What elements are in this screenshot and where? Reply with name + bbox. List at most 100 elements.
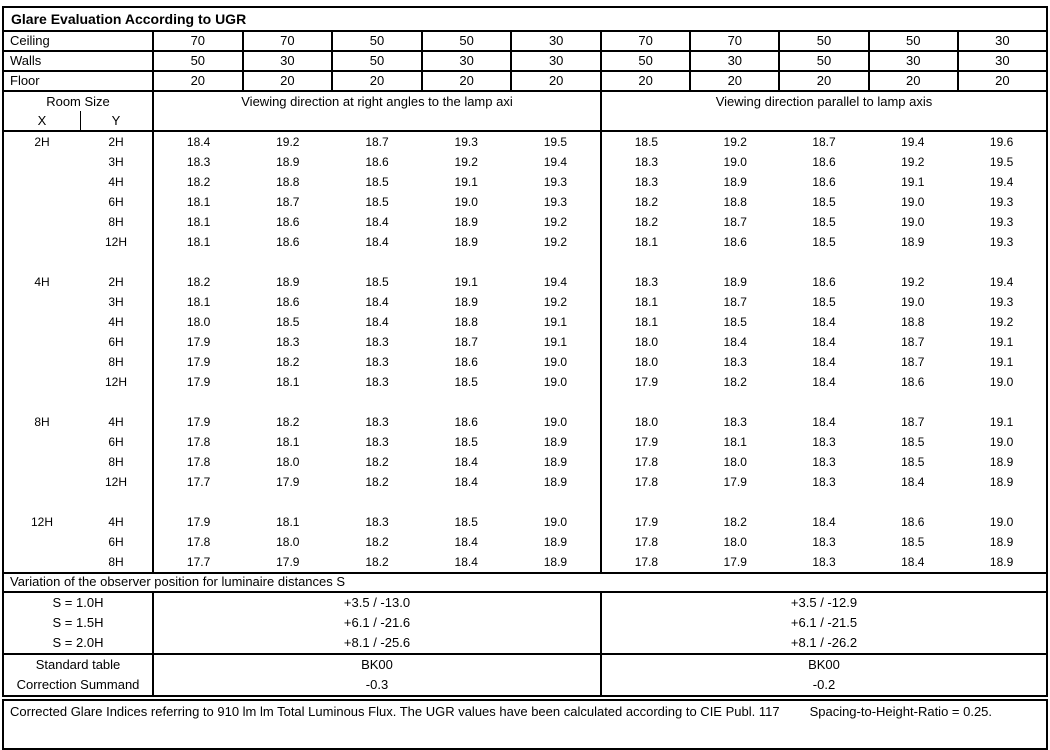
ugr-value-cell: 17.9	[634, 375, 659, 389]
ugr-data-row: 4H 18.2 18.8 18.5 19.1 19.3 18.3 18.9 18.6 19.1 19…	[4, 172, 1046, 192]
ugr-value-cell: 18.4	[723, 335, 747, 349]
surface-value-cell: 30	[420, 52, 511, 70]
ugr-value-cell: 18.7	[454, 335, 478, 349]
ugr-value-cell: 18.4	[812, 335, 836, 349]
ugr-value-cell: 17.8	[634, 455, 659, 469]
x-axis-label: X	[37, 113, 47, 128]
ugr-value-cell: 18.9	[543, 455, 568, 469]
ugr-value-cell: 19.6	[989, 135, 1014, 149]
summary-label: Correction Summand	[4, 675, 154, 695]
ugr-value-cell: 18.6	[454, 415, 478, 429]
room-y-value: 8H	[108, 555, 124, 569]
ugr-value-cell: 17.9	[723, 555, 747, 569]
ugr-value-cell: 18.4	[365, 295, 389, 309]
ugr-value-cell: 18.0	[634, 415, 659, 429]
room-x-value	[4, 152, 80, 172]
ugr-values-left	[154, 252, 602, 272]
ugr-value-cell: 18.9	[989, 455, 1014, 469]
surface-label: Floor	[4, 72, 154, 90]
ugr-value-cell: 18.7	[723, 295, 747, 309]
room-size-cell: 4H 2H	[4, 272, 154, 292]
ugr-value-cell: 18.6	[454, 355, 478, 369]
surface-value-cell: 20	[420, 72, 511, 90]
ugr-values-right: 17.9 18.2 18.4 18.6 19.0	[602, 512, 1046, 532]
ugr-value-cell: 19.4	[543, 275, 568, 289]
surface-value-cell: 30	[510, 32, 600, 50]
room-y-value: 6H	[108, 335, 124, 349]
ugr-value-cell: 18.3	[365, 415, 389, 429]
ugr-value-cell: 18.8	[901, 315, 925, 329]
ugr-value-cell: 18.4	[365, 215, 389, 229]
ugr-value-cell: 18.3	[812, 475, 836, 489]
ugr-values-right: 17.9 18.2 18.4 18.6 19.0	[602, 372, 1046, 392]
ugr-values-right: 18.0 18.3 18.4 18.7 19.1	[602, 412, 1046, 432]
ugr-values-left	[154, 392, 602, 412]
ugr-value-cell: 18.9	[543, 475, 568, 489]
surface-values-left: 20 20 20 20 20	[154, 72, 602, 90]
ugr-value-cell: 19.3	[989, 295, 1014, 309]
surface-value-cell: 50	[638, 53, 653, 68]
room-x-value	[4, 192, 80, 212]
ugr-gap-row	[4, 392, 1046, 412]
room-y-value: 2H	[108, 135, 124, 149]
ugr-value-cell: 18.0	[723, 455, 747, 469]
ugr-value-cell: 18.3	[365, 375, 389, 389]
ugr-value-cell: 18.6	[901, 375, 925, 389]
ugr-value-cell: 18.1	[276, 515, 300, 529]
ugr-value-cell: 19.2	[723, 135, 747, 149]
ugr-value-cell: 18.9	[723, 275, 747, 289]
surface-value-cell: 30	[689, 52, 778, 70]
ugr-value-cell: 18.9	[276, 275, 300, 289]
ugr-value-cell: 18.2	[723, 515, 747, 529]
surface-value-cell: 50	[778, 52, 867, 70]
room-size-header: Room Size X Y	[4, 92, 154, 130]
ugr-values-right: 17.8 18.0 18.3 18.5 18.9	[602, 532, 1046, 552]
ugr-value-cell: 18.9	[989, 475, 1014, 489]
ugr-values-left: 17.7 17.9 18.2 18.4 18.9	[154, 472, 602, 492]
room-x-value: 8H	[34, 415, 50, 429]
ugr-value-cell: 18.3	[634, 155, 659, 169]
ugr-value-cell: 18.2	[634, 195, 659, 209]
surface-value-cell: 20	[331, 72, 421, 90]
ugr-value-cell: 18.0	[634, 355, 659, 369]
room-size-cell: 8H	[4, 452, 154, 472]
ugr-values-right: 18.1 18.7 18.5 19.0 19.3	[602, 292, 1046, 312]
surface-value-cell: 20	[241, 72, 332, 90]
surface-row: Floor 20 20 20 20 20 20 20 20 20 20	[4, 72, 1046, 92]
ugr-value-cell: 19.0	[989, 515, 1014, 529]
ugr-values-left: 18.2 18.8 18.5 19.1 19.3	[154, 172, 602, 192]
ugr-value-cell: 18.6	[901, 515, 925, 529]
ugr-value-cell: 19.2	[901, 155, 925, 169]
room-y-value: 12H	[104, 475, 127, 489]
ugr-values-right: 18.0 18.3 18.4 18.7 19.1	[602, 352, 1046, 372]
room-y-value: 4H	[108, 175, 124, 189]
ugr-data-row: 3H 18.3 18.9 18.6 19.2 19.4 18.3 19.0 18.6 19.2 19…	[4, 152, 1046, 172]
ugr-value-cell: 18.0	[186, 315, 211, 329]
ugr-value-cell: 19.2	[989, 315, 1014, 329]
ugr-value-cell: 19.1	[454, 275, 478, 289]
surface-value-cell: 20	[510, 72, 600, 90]
flux-note: Corrected Glare Indices referring to 910…	[10, 704, 780, 719]
ugr-value-cell: 19.0	[901, 295, 925, 309]
ugr-value-cell: 19.1	[989, 415, 1014, 429]
room-size-cell: 6H	[4, 192, 154, 212]
ugr-value-cell: 19.4	[901, 135, 925, 149]
viewing-direction-right-header: Viewing direction parallel to lamp axis	[715, 94, 933, 109]
summary-value-right: BK00	[808, 657, 840, 672]
room-size-cell: 12H 4H	[4, 512, 154, 532]
ugr-gap-row	[4, 492, 1046, 512]
room-x-value	[4, 172, 80, 192]
ugr-value-cell: 18.7	[812, 135, 836, 149]
room-x-value	[4, 292, 80, 312]
surface-value-cell: 70	[689, 32, 778, 50]
ugr-value-cell: 18.4	[901, 475, 925, 489]
ugr-value-cell: 19.3	[454, 135, 478, 149]
variation-value-left: +8.1 / -25.6	[154, 633, 602, 653]
summary-row: Correction Summand -0.3 -0.2	[4, 675, 1046, 695]
ugr-value-cell: 18.0	[276, 455, 300, 469]
ugr-data-row: 6H 18.1 18.7 18.5 19.0 19.3 18.2 18.8 18.5 19.0 19…	[4, 192, 1046, 212]
ugr-value-cell: 18.9	[454, 215, 478, 229]
ugr-value-cell: 19.2	[276, 135, 300, 149]
ugr-values-left: 18.1 18.6 18.4 18.9 19.2	[154, 212, 602, 232]
ugr-value-cell: 18.7	[723, 215, 747, 229]
